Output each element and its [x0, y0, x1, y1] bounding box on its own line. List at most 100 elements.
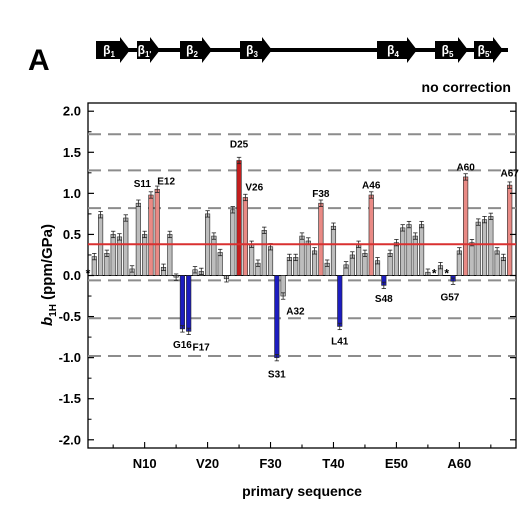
bar — [406, 224, 412, 276]
beta-strand-symbol: β — [186, 43, 193, 57]
bar — [274, 275, 280, 358]
bar — [368, 194, 374, 276]
residue-label: G57 — [440, 292, 459, 303]
bar — [356, 243, 362, 276]
x-tick-label: A60 — [447, 456, 471, 471]
bar — [330, 225, 337, 276]
beta-strand-index: 4 — [394, 50, 399, 59]
y-tick-label: 2.0 — [63, 104, 81, 119]
bar-chart: 2.0 1.5 1.0 0.5 0.0 -0.5 -1.0 -1.5 -2.0 N10 V20 F3… — [59, 102, 520, 471]
bar — [154, 188, 160, 276]
x-tick-label: F30 — [259, 456, 281, 471]
bar — [337, 275, 343, 327]
beta-strand-index: 5' — [485, 50, 491, 59]
beta-strand-arrow — [180, 37, 212, 63]
bar — [230, 209, 236, 276]
beta-strand-index: 2 — [193, 50, 198, 59]
bar — [110, 234, 116, 276]
beta-strand-arrow — [377, 37, 417, 63]
residue-label: E12 — [157, 177, 175, 188]
y-tick-label: -1.5 — [59, 391, 81, 406]
y-axis: 2.0 1.5 1.0 0.5 0.0 -0.5 -1.0 -1.5 -2.0 — [59, 104, 516, 447]
y-axis-label-symbol: b — [39, 317, 56, 326]
x-tick-label: V20 — [196, 456, 219, 471]
bar — [393, 242, 399, 276]
bar — [167, 234, 173, 276]
beta-strand-symbol: β — [478, 43, 485, 57]
y-tick-label: 0.0 — [63, 268, 81, 283]
bar — [318, 202, 324, 276]
beta-strand-label: β2 — [186, 43, 198, 59]
beta-strand-arrow — [137, 37, 160, 63]
bar — [475, 221, 481, 276]
missing-markers: * * * — [86, 267, 450, 281]
beta-strand-symbol: β — [246, 43, 253, 57]
residue-label: A32 — [286, 306, 305, 317]
bar — [186, 275, 192, 332]
correction-note: no correction — [422, 79, 511, 95]
y-axis-label: b1H (ppm/GPa) — [39, 224, 59, 326]
bar — [116, 236, 123, 276]
beta-strand-arrow — [435, 37, 468, 63]
beta-strand-label: β3 — [246, 43, 258, 59]
residue-label: A60 — [456, 163, 475, 174]
bars — [91, 156, 513, 362]
bar — [261, 230, 267, 276]
y-tick-label: 1.5 — [63, 145, 81, 160]
beta-strand-index: 1' — [145, 50, 151, 59]
bar — [400, 227, 406, 276]
bar — [488, 216, 494, 276]
residue-label: F17 — [192, 342, 210, 353]
y-tick-label: -1.0 — [59, 350, 81, 365]
bar — [299, 235, 305, 276]
bar — [312, 250, 318, 276]
y-axis-label-unit: (ppm/GPa) — [39, 224, 56, 304]
bar — [481, 219, 488, 276]
secondary-structure-topology: β1 β1' β2 β3 β4 β5 β5' — [96, 37, 508, 63]
beta-strand-arrow — [96, 37, 130, 63]
beta-strand-arrow — [240, 37, 272, 63]
beta-strand-arrow — [474, 37, 503, 63]
beta-strand-symbol: β — [442, 43, 449, 57]
bar — [142, 234, 148, 276]
y-tick-label: 1.0 — [63, 186, 81, 201]
bar — [469, 242, 475, 276]
residue-label: S48 — [375, 294, 393, 305]
bar — [507, 184, 513, 276]
y-tick-label: 0.5 — [63, 227, 81, 242]
bar — [412, 235, 418, 276]
bar — [236, 160, 242, 276]
beta-strand-symbol: β — [138, 43, 145, 57]
beta-strand-label: β4 — [387, 43, 399, 59]
bar — [179, 275, 185, 330]
residue-label: A46 — [362, 181, 381, 192]
beta-strand-label: β1' — [138, 43, 152, 59]
beta-strand-label: β5 — [442, 43, 454, 59]
y-tick-label: -0.5 — [59, 309, 81, 324]
bar — [249, 243, 255, 276]
beta-strand-label: β5' — [478, 43, 492, 59]
bar — [267, 246, 274, 276]
residue-label: A67 — [501, 168, 520, 179]
beta-strand-index: 5 — [449, 50, 454, 59]
beta-strand-index: 3 — [253, 50, 258, 59]
y-axis-label-subscript: 1H — [48, 304, 59, 317]
bar — [463, 176, 469, 276]
bar — [211, 235, 217, 276]
residue-label: V26 — [245, 182, 263, 193]
beta-strand-index: 1 — [110, 50, 115, 59]
x-axis-label: primary sequence — [242, 483, 362, 499]
panel-label: A — [28, 44, 50, 77]
x-tick-label: T40 — [322, 456, 344, 471]
x-axis: N10 V20 F30 T40 E50 A60 — [112, 442, 492, 471]
missing-marker: * — [86, 267, 91, 281]
beta-strand-symbol: β — [103, 43, 110, 57]
y-tick-label: -2.0 — [59, 432, 81, 447]
residue-label: S31 — [268, 370, 286, 381]
missing-marker: * — [432, 267, 437, 281]
residue-label: D25 — [230, 140, 249, 151]
bar — [123, 217, 129, 276]
residue-label: S11 — [134, 179, 152, 190]
bar — [419, 224, 425, 276]
